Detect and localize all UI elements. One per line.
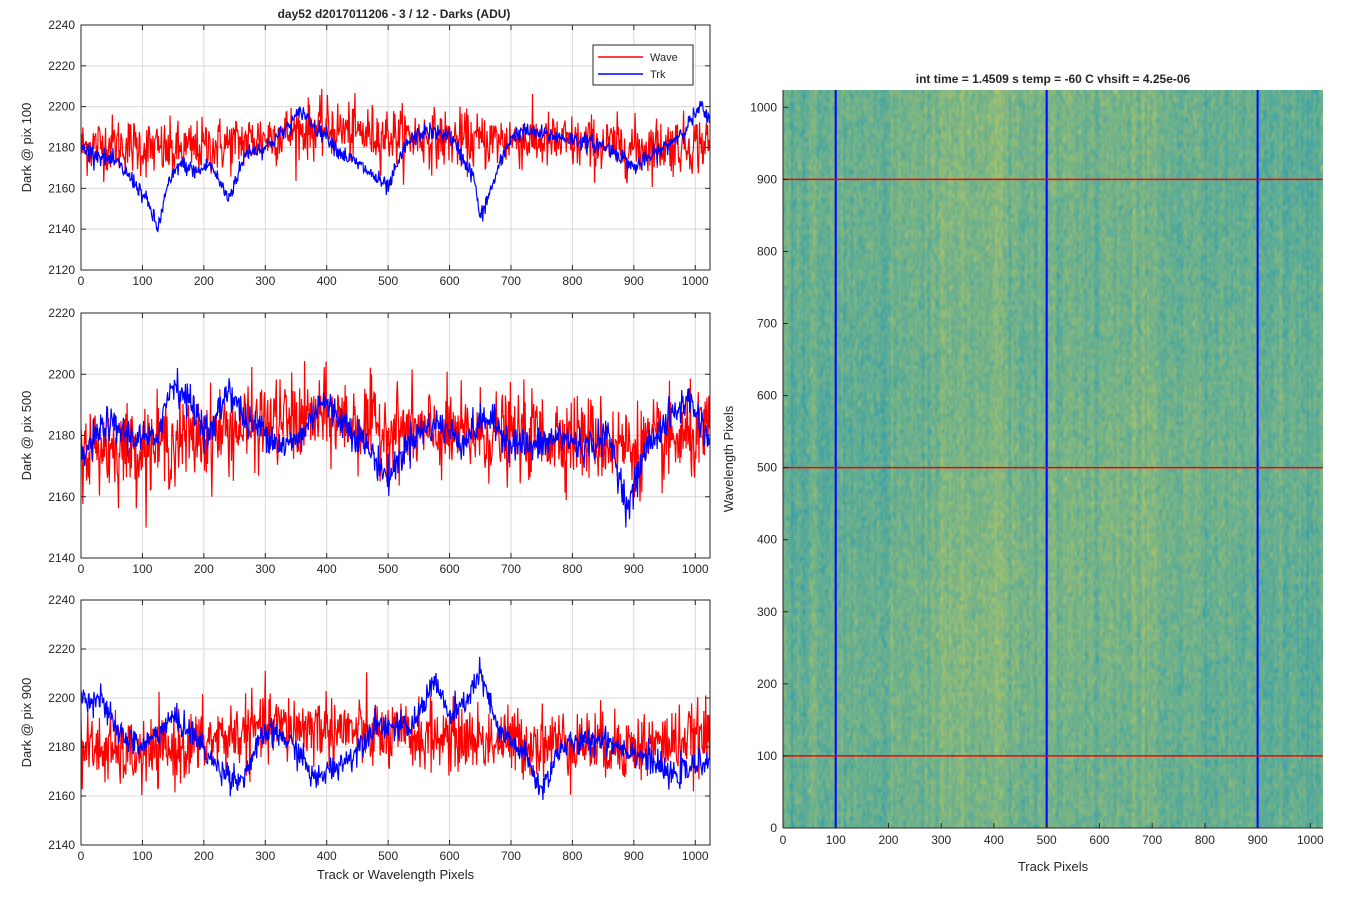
x-tick-label: 100 — [132, 849, 152, 863]
y-tick-label: 2140 — [48, 838, 75, 852]
legend-box — [592, 44, 694, 86]
x-tick-label: 500 — [378, 849, 398, 863]
x-tick-label: 700 — [501, 274, 521, 288]
legend-label-trk: Trk — [650, 69, 666, 81]
heatmap-title: int time = 1.4509 s temp = -60 C vhsift … — [916, 72, 1191, 86]
x-tick-label: 0 — [78, 562, 85, 576]
y-axis-label: Dark @ pix 100 — [19, 103, 34, 193]
x-tick-label: 700 — [1142, 833, 1162, 847]
x-tick-label: 200 — [194, 274, 214, 288]
y-tick-label: 2200 — [48, 691, 75, 705]
x-tick-label: 300 — [255, 274, 275, 288]
x-tick-label: 0 — [780, 833, 787, 847]
x-tick-label: 800 — [562, 274, 582, 288]
x-tick-label: 1000 — [682, 274, 709, 288]
x-tick-label: 200 — [194, 562, 214, 576]
x-tick-label: 100 — [826, 833, 846, 847]
legend-label-wave: Wave — [650, 52, 678, 64]
y-tick-label: 2220 — [48, 306, 75, 320]
y-tick-label: 2200 — [48, 100, 75, 114]
x-tick-label: 300 — [931, 833, 951, 847]
x-tick-label: 600 — [440, 562, 460, 576]
x-tick-label: 800 — [1195, 833, 1215, 847]
y-axis-label: Wavelength Pixels — [721, 405, 736, 512]
x-axis-label: Track or Wavelength Pixels — [317, 867, 475, 882]
axes-frame — [80, 599, 711, 846]
y-tick-label: 900 — [757, 172, 777, 186]
line-panel-1: 0 100 200 300 400 500 600 700 800 900 1000 2120 2140… — [19, 18, 711, 288]
y-tick-label: 2220 — [48, 642, 75, 656]
line-panels: 0 100 200 300 400 500 600 700 800 900 100021202140… — [19, 18, 711, 882]
y-axis-label: Dark @ pix 500 — [19, 391, 34, 481]
y-tick-label: 2180 — [48, 740, 75, 754]
y-tick-label: 300 — [757, 605, 777, 619]
x-tick-label: 900 — [624, 562, 644, 576]
y-tick-label: 2160 — [48, 490, 75, 504]
x-tick-label: 1000 — [1297, 833, 1324, 847]
x-tick-label: 900 — [1248, 833, 1268, 847]
x-tick-label: 800 — [562, 562, 582, 576]
series-line-wave — [81, 88, 710, 188]
y-tick-label: 500 — [757, 461, 777, 475]
x-tick-label: 400 — [317, 274, 337, 288]
x-tick-label: 500 — [1037, 833, 1057, 847]
heatmap-image — [783, 90, 1323, 828]
series-line-trk — [81, 367, 710, 528]
x-tick-label: 400 — [317, 562, 337, 576]
line-panel-2: 0 100 200 300 400 500 600 700 800 900 1000 2140 2160… — [19, 306, 711, 576]
y-tick-label: 0 — [770, 821, 777, 835]
x-tick-label: 600 — [440, 274, 460, 288]
y-tick-label: 2240 — [48, 18, 75, 32]
x-tick-label: 700 — [501, 849, 521, 863]
x-tick-label: 1000 — [682, 849, 709, 863]
x-tick-label: 600 — [1089, 833, 1109, 847]
legend: Wave Trk — [592, 44, 694, 86]
y-tick-label: 800 — [757, 244, 777, 258]
y-axis-label: Dark @ pix 900 — [19, 678, 34, 768]
series-line-trk — [81, 656, 710, 801]
heatmap-panel: 0 100 200 300 400 500 600 700 800 900 1000 0 100 200 3… — [721, 72, 1324, 874]
y-tick-label: 700 — [757, 317, 777, 331]
y-tick-label: 2180 — [48, 429, 75, 443]
figure-title: day52 d2017011206 - 3 / 12 - Darks (ADU) — [278, 7, 511, 21]
x-tick-label: 1000 — [682, 562, 709, 576]
y-tick-label: 100 — [757, 749, 777, 763]
y-tick-label: 2140 — [48, 222, 75, 236]
series-line-wave — [81, 361, 710, 528]
x-tick-label: 900 — [624, 849, 644, 863]
x-tick-label: 500 — [378, 274, 398, 288]
x-tick-label: 200 — [194, 849, 214, 863]
x-tick-label: 400 — [984, 833, 1004, 847]
x-tick-label: 300 — [255, 562, 275, 576]
y-tick-label: 2160 — [48, 789, 75, 803]
x-tick-label: 0 — [78, 849, 85, 863]
series-line-trk — [81, 100, 710, 233]
y-tick-label: 2160 — [48, 181, 75, 195]
x-tick-label: 800 — [562, 849, 582, 863]
x-tick-label: 100 — [132, 274, 152, 288]
y-tick-label: 2180 — [48, 141, 75, 155]
x-tick-label: 900 — [624, 274, 644, 288]
y-tick-label: 200 — [757, 677, 777, 691]
y-tick-label: 600 — [757, 389, 777, 403]
x-tick-label: 200 — [878, 833, 898, 847]
y-tick-label: 2220 — [48, 59, 75, 73]
y-tick-label: 2120 — [48, 263, 75, 277]
line-panel-3: 0 100 200 300 400 500 600 700 800 900 1000 2140 2160… — [19, 593, 711, 882]
x-tick-label: 400 — [317, 849, 337, 863]
y-tick-label: 2200 — [48, 367, 75, 381]
x-tick-label: 600 — [440, 849, 460, 863]
y-tick-label: 1000 — [750, 100, 777, 114]
y-tick-label: 400 — [757, 533, 777, 547]
x-tick-label: 700 — [501, 562, 521, 576]
x-tick-label: 500 — [378, 562, 398, 576]
x-tick-label: 0 — [78, 274, 85, 288]
x-tick-label: 100 — [132, 562, 152, 576]
y-tick-label: 2140 — [48, 551, 75, 565]
x-axis-label: Track Pixels — [1018, 859, 1089, 874]
x-tick-label: 300 — [255, 849, 275, 863]
y-tick-label: 2240 — [48, 593, 75, 607]
